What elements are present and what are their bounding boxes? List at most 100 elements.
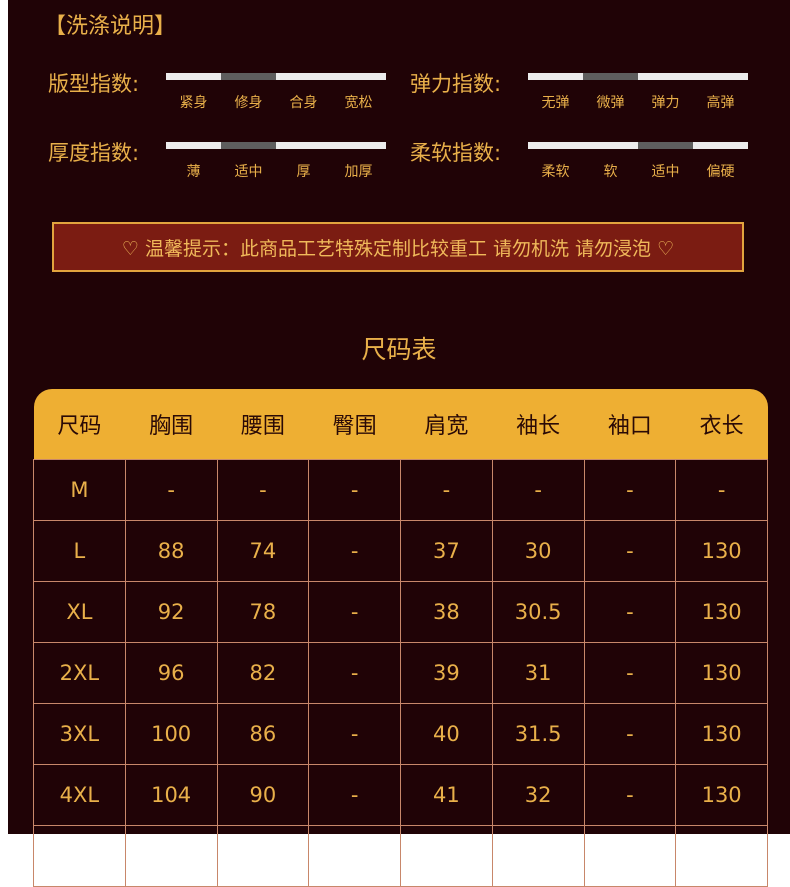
table-cell: 130 (675, 642, 768, 704)
table-cell: - (583, 459, 677, 521)
table-cell: 88 (124, 520, 218, 582)
meter-segment (166, 142, 221, 149)
table-row: 4XL 104 90-41 32-130 (33, 764, 768, 826)
table-cell: - (583, 581, 677, 643)
meter-option: 宽松 (344, 95, 373, 111)
meter-segment (583, 73, 638, 80)
meter-option: 紧身 (179, 95, 208, 111)
table-cell: 38 (400, 581, 493, 643)
product-detail-page: 【洗涤说明】 版型指数: 紧身 修身 合身 宽松 弹力指数: 无弹 微弹 弹力 高弹 厚度指数: 薄 适… (8, 0, 790, 887)
table-cell: - (308, 459, 401, 521)
table-row: XL 92 78-38 30.5-130 (33, 581, 768, 643)
table-cell: 74 (216, 520, 310, 582)
table-cell: - (216, 459, 310, 521)
table-cell: 3XL (33, 703, 126, 765)
table-cell: - (583, 520, 677, 582)
table-row: L 88 74-37 30-130 (33, 520, 768, 582)
table-cell: 31 (491, 642, 585, 704)
table-cell (33, 825, 126, 887)
meter-segment (638, 73, 693, 80)
column-header: 衣长 (675, 389, 768, 460)
meter-option: 薄 (186, 164, 201, 180)
table-cell (675, 825, 768, 887)
meter-option: 软 (603, 164, 618, 180)
table-cell: - (583, 642, 677, 704)
table-cell: 90 (216, 764, 310, 826)
table-cell: 4XL (33, 764, 126, 826)
meter-option: 微弹 (596, 95, 625, 111)
meter-option: 偏硬 (706, 164, 735, 180)
meter-option: 无弹 (541, 95, 570, 111)
table-cell: 130 (675, 581, 768, 643)
table-row: M------- (33, 459, 768, 521)
meter-bar (528, 73, 748, 80)
table-cell (491, 825, 585, 887)
table-cell: 40 (400, 703, 493, 765)
table-cell: - (583, 703, 677, 765)
table-cell: 104 (124, 764, 218, 826)
table-cell: 32 (491, 764, 585, 826)
table-cell (124, 825, 218, 887)
column-header: 臀围 (308, 389, 401, 460)
table-cell: - (308, 642, 401, 704)
table-cell: 82 (216, 642, 310, 704)
table-cell (400, 825, 493, 887)
table-cell: 41 (400, 764, 493, 826)
index-label: 厚度指数: (48, 141, 140, 165)
wash-instructions-title: 【洗涤说明】 (44, 14, 177, 39)
meter-segment (583, 142, 638, 149)
column-header: 胸围 (125, 389, 217, 460)
table-cell: 130 (675, 520, 768, 582)
table-cell: 37 (400, 520, 493, 582)
table-cell: 31.5 (491, 703, 585, 765)
meter-segment (693, 73, 748, 80)
table-cell: - (308, 764, 401, 826)
index-label: 柔软指数: (410, 141, 502, 165)
meter-option: 加厚 (344, 164, 373, 180)
index-label: 弹力指数: (410, 72, 502, 96)
meter-segment (221, 142, 276, 149)
table-cell: 92 (124, 581, 218, 643)
table-row: 3XL 100 86-40 31.5-130 (33, 703, 768, 765)
table-cell: - (308, 703, 401, 765)
table-cell: L (33, 520, 126, 582)
meter-option: 柔软 (541, 164, 570, 180)
meter-segment (331, 73, 386, 80)
meter-segment (693, 142, 748, 149)
table-cell: 39 (400, 642, 493, 704)
meter-bar (528, 142, 748, 149)
meter-option: 合身 (289, 95, 318, 111)
meter-option: 适中 (651, 164, 680, 180)
notice-banner: ♡ 温馨提示：此商品工艺特殊定制比较重工 请勿机洗 请勿浸泡 ♡ (52, 222, 744, 272)
meter-option: 厚 (296, 164, 311, 180)
table-cell: - (124, 459, 218, 521)
table-cell: XL (33, 581, 126, 643)
index-label: 版型指数: (48, 72, 140, 96)
column-header: 袖长 (492, 389, 584, 460)
meter-bar (166, 73, 386, 80)
meter-option: 适中 (234, 164, 263, 180)
meter-segment (221, 73, 276, 80)
table-row (33, 825, 768, 887)
meter-option: 修身 (234, 95, 263, 111)
table-cell: 30.5 (491, 581, 585, 643)
meter-segment (638, 142, 693, 149)
column-header: 肩宽 (400, 389, 493, 460)
meter-segment (331, 142, 386, 149)
table-cell: 78 (216, 581, 310, 643)
meter-option: 弹力 (651, 95, 680, 111)
meter-segment (276, 73, 331, 80)
table-cell (583, 825, 677, 887)
table-cell: - (308, 581, 401, 643)
column-header: 腰围 (217, 389, 309, 460)
column-header: 尺码 (33, 389, 126, 460)
table-cell: M (33, 459, 126, 521)
table-row: 2XL 96 82-39 31-130 (33, 642, 768, 704)
table-cell: 100 (124, 703, 218, 765)
size-chart-title: 尺码表 (361, 335, 437, 364)
table-cell: 130 (675, 764, 768, 826)
size-chart-table: 尺码 胸围 腰围 臀围 肩宽 袖长 袖口 衣长 M - - - - - - - L 88 74-37 30-130 X… (33, 389, 768, 887)
meter-segment (166, 73, 221, 80)
meter-segment (528, 73, 583, 80)
table-cell: 86 (216, 703, 310, 765)
